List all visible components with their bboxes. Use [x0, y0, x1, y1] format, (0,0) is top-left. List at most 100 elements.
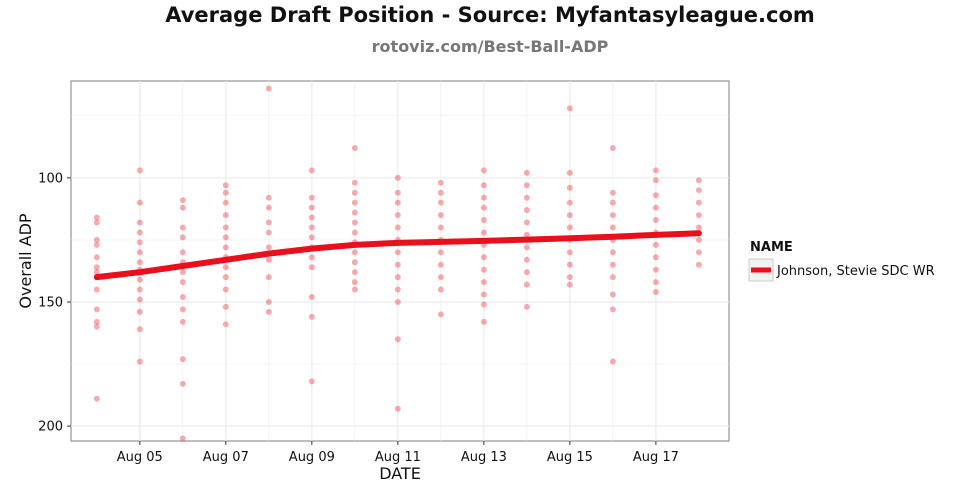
data-point	[437, 249, 444, 256]
data-point	[652, 241, 659, 248]
data-point	[480, 301, 487, 308]
data-point	[394, 274, 401, 281]
data-point	[695, 224, 702, 231]
data-point	[695, 177, 702, 184]
data-point	[222, 199, 229, 206]
data-point	[566, 184, 573, 191]
data-point	[222, 321, 229, 328]
data-point	[308, 254, 315, 261]
data-point	[394, 189, 401, 196]
data-point	[136, 199, 143, 206]
data-point	[265, 244, 272, 251]
data-point	[609, 189, 616, 196]
data-point	[93, 323, 100, 330]
data-point	[566, 261, 573, 268]
data-point	[222, 189, 229, 196]
data-point	[437, 224, 444, 231]
data-point	[265, 298, 272, 305]
data-point	[695, 249, 702, 256]
data-point	[136, 358, 143, 365]
x-tick-label: Aug 15	[547, 450, 593, 465]
data-point	[652, 279, 659, 286]
data-point	[351, 199, 358, 206]
data-point	[394, 286, 401, 293]
data-point	[652, 254, 659, 261]
data-point	[480, 204, 487, 211]
data-point	[695, 199, 702, 206]
data-point	[480, 279, 487, 286]
y-axis-title: Overall ADP	[16, 213, 35, 309]
data-point	[93, 241, 100, 248]
data-point	[308, 264, 315, 271]
data-point	[179, 249, 186, 256]
data-point	[136, 219, 143, 226]
data-point	[222, 274, 229, 281]
data-point	[394, 261, 401, 268]
data-point	[265, 256, 272, 263]
data-point	[609, 291, 616, 298]
data-point	[480, 254, 487, 261]
x-tick-label: Aug 07	[203, 450, 249, 465]
data-point	[523, 281, 530, 288]
gridlines	[71, 81, 729, 441]
data-point	[566, 105, 573, 112]
data-point	[437, 189, 444, 196]
data-points	[93, 85, 702, 442]
data-point	[437, 311, 444, 318]
data-point	[222, 303, 229, 310]
data-point	[609, 145, 616, 152]
data-point	[265, 308, 272, 315]
data-point	[566, 169, 573, 176]
trend-line	[93, 230, 702, 281]
data-point	[351, 286, 358, 293]
data-point	[480, 217, 487, 224]
data-point	[652, 217, 659, 224]
data-point	[480, 194, 487, 201]
data-point	[695, 212, 702, 219]
data-point	[136, 239, 143, 246]
data-point	[222, 286, 229, 293]
data-point	[351, 259, 358, 266]
data-point	[136, 259, 143, 266]
data-point	[609, 224, 616, 231]
data-point	[265, 85, 272, 92]
data-point	[609, 249, 616, 256]
x-axis-title: DATE	[379, 464, 421, 483]
data-point	[652, 289, 659, 296]
data-point	[308, 224, 315, 231]
data-point	[308, 378, 315, 385]
data-point	[351, 279, 358, 286]
data-point	[222, 224, 229, 231]
data-point	[351, 219, 358, 226]
data-point	[437, 286, 444, 293]
chart-subtitle: rotoviz.com/Best-Ball-ADP	[372, 37, 609, 56]
data-point	[480, 318, 487, 325]
data-point	[480, 167, 487, 174]
data-point	[566, 274, 573, 281]
data-point	[351, 189, 358, 196]
data-point	[652, 266, 659, 273]
data-point	[179, 269, 186, 276]
data-point	[609, 212, 616, 219]
chart-title: Average Draft Position - Source: Myfanta…	[165, 3, 815, 27]
x-axis: Aug 05 Aug 07 Aug 09 Aug 11 Aug 13 Aug 15 Aug …	[117, 441, 679, 465]
data-point	[136, 308, 143, 315]
data-point	[480, 291, 487, 298]
data-point	[179, 279, 186, 286]
data-point	[394, 174, 401, 181]
data-point	[136, 286, 143, 293]
data-point	[179, 435, 186, 442]
data-point	[523, 207, 530, 214]
data-point	[480, 266, 487, 273]
x-tick-label: Aug 17	[633, 450, 679, 465]
data-point	[566, 212, 573, 219]
data-point	[308, 167, 315, 174]
data-point	[265, 194, 272, 201]
data-point	[394, 212, 401, 219]
data-point	[308, 313, 315, 320]
data-point	[652, 192, 659, 199]
data-point	[179, 204, 186, 211]
data-point	[566, 281, 573, 288]
data-point	[394, 224, 401, 231]
